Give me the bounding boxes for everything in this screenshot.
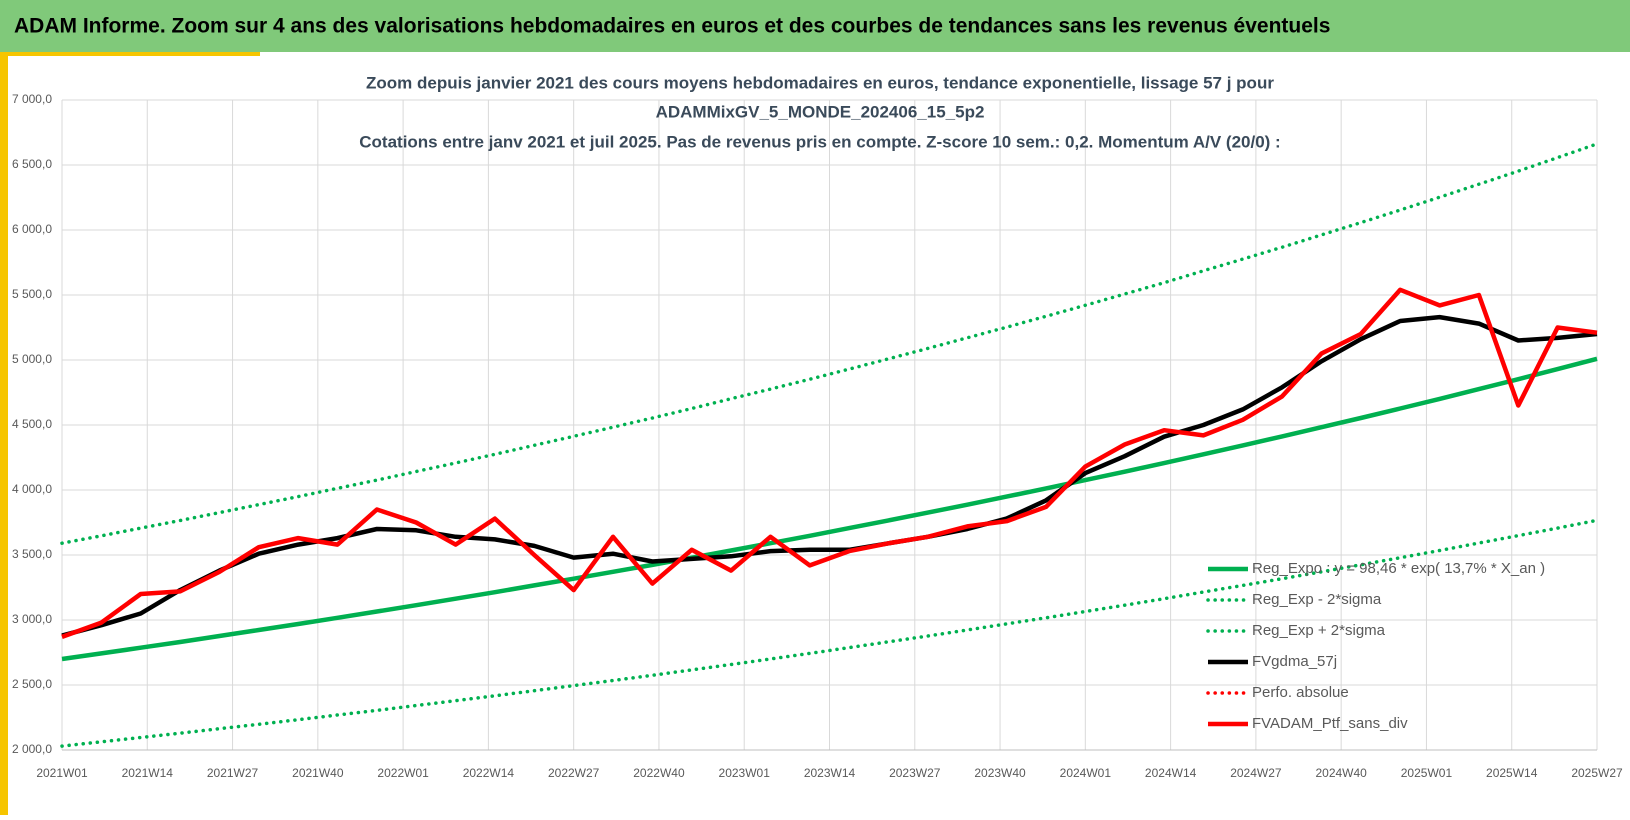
y-tick-label: 5 500,0 xyxy=(12,287,52,301)
y-tick-label: 4 000,0 xyxy=(12,482,52,496)
x-tick-label: 2021W01 xyxy=(36,766,88,780)
x-tick-label: 2023W01 xyxy=(719,766,771,780)
series-line xyxy=(60,518,1599,748)
x-tick-label: 2025W14 xyxy=(1486,766,1538,780)
legend: Reg_Expo : y = 98,46 * exp( 13,7% * X_an… xyxy=(1206,560,1545,732)
legend-label: Perfo. absolue xyxy=(1252,684,1349,701)
x-tick-label: 2022W27 xyxy=(548,766,600,780)
y-tick-label: 7 000,0 xyxy=(12,92,52,106)
x-tick-label: 2025W27 xyxy=(1571,766,1623,780)
x-tick-label: 2023W14 xyxy=(804,766,856,780)
x-tick-label: 2022W40 xyxy=(633,766,685,780)
x-tick-label: 2023W40 xyxy=(974,766,1026,780)
x-tick-label: 2024W01 xyxy=(1060,766,1112,780)
y-tick-label: 2 500,0 xyxy=(12,677,52,691)
x-tick-label: 2021W40 xyxy=(292,766,344,780)
top-strip xyxy=(0,52,260,56)
legend-label: FVADAM_Ptf_sans_div xyxy=(1252,715,1408,732)
y-tick-label: 6 000,0 xyxy=(12,222,52,236)
x-tick-label: 2025W01 xyxy=(1401,766,1453,780)
x-tick-label: 2021W14 xyxy=(122,766,174,780)
y-tick-label: 6 500,0 xyxy=(12,157,52,171)
legend-label: Reg_Expo : y = 98,46 * exp( 13,7% * X_an… xyxy=(1252,560,1545,577)
x-tick-label: 2022W14 xyxy=(463,766,515,780)
x-tick-label: 2023W27 xyxy=(889,766,941,780)
header-bar xyxy=(0,0,1630,52)
left-strip xyxy=(0,52,8,815)
chart-title: Cotations entre janv 2021 et juil 2025. … xyxy=(359,132,1280,151)
x-tick-label: 2022W01 xyxy=(377,766,429,780)
plot-area: 2 000,0 2 500,0 3 000,0 3 500,0 4 000,0 4 500… xyxy=(12,92,1623,780)
legend-label: Reg_Exp - 2*sigma xyxy=(1252,591,1382,608)
y-tick-label: 3 500,0 xyxy=(12,547,52,561)
header-title: ADAM Informe. Zoom sur 4 ans des valoris… xyxy=(14,15,1330,38)
y-tick-label: 2 000,0 xyxy=(12,742,52,756)
y-tick-label: 5 000,0 xyxy=(12,352,52,366)
y-tick-label: 3 000,0 xyxy=(12,612,52,626)
legend-label: FVgdma_57j xyxy=(1252,653,1337,670)
legend-label: Reg_Exp + 2*sigma xyxy=(1252,622,1386,639)
chart-title: ADAMMixGV_5_MONDE_202406_15_5p2 xyxy=(656,102,985,121)
x-tick-label: 2024W14 xyxy=(1145,766,1197,780)
x-tick-label: 2024W27 xyxy=(1230,766,1282,780)
series-line xyxy=(61,287,1598,640)
y-tick-label: 4 500,0 xyxy=(12,417,52,431)
x-tick-label: 2021W27 xyxy=(207,766,259,780)
series-line xyxy=(61,356,1598,662)
x-tick-label: 2024W40 xyxy=(1315,766,1367,780)
chart-title: Zoom depuis janvier 2021 des cours moyen… xyxy=(366,73,1274,92)
